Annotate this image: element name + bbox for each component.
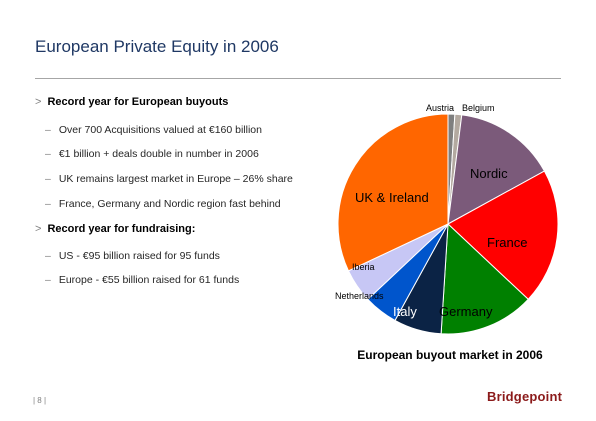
- bullet-buyouts-text: Record year for European buyouts: [47, 96, 229, 108]
- sub-bullet-text: Europe - €55 billion raised for 61 funds: [58, 274, 240, 286]
- slice-label-germany: Germany: [439, 304, 493, 319]
- bullet-marker: >: [35, 96, 42, 108]
- sub-bullet: – France, Germany and Nordic region fast …: [45, 198, 281, 210]
- sub-bullet: – Over 700 Acquisitions valued at €160 bi…: [45, 124, 262, 136]
- bridgepoint-logo: Bridgepoint: [487, 389, 563, 404]
- slice-label-iberia: Iberia: [352, 262, 375, 272]
- slice-label-austria: Austria: [426, 103, 454, 113]
- sub-bullet: – US - €95 billion raised for 95 funds: [45, 250, 220, 262]
- chart-caption: European buyout market in 2006: [357, 348, 543, 362]
- bullet-fundraising: > Record year for fundraising:: [35, 223, 195, 235]
- bullet-buyouts: > Record year for European buyouts: [35, 96, 228, 108]
- slice-label-nordic: Nordic: [470, 166, 508, 181]
- dash-marker: –: [45, 198, 51, 210]
- pie-slice-germany: [440, 222, 529, 335]
- pie-slice-nordic: [447, 114, 546, 225]
- sub-bullet-text: €1 billion + deals double in number in 2…: [58, 148, 259, 160]
- slice-label-belgium: Belgium: [462, 103, 495, 113]
- pie-slice-uk-ireland: [337, 113, 449, 272]
- sub-bullet: – UK remains largest market in Europe – 2…: [45, 173, 293, 185]
- sub-bullet: – €1 billion + deals double in number in …: [45, 148, 259, 160]
- bullet-marker: >: [35, 223, 42, 235]
- sub-bullet-text: UK remains largest market in Europe – 26…: [58, 173, 293, 185]
- bullet-fundraising-text: Record year for fundraising:: [47, 223, 196, 235]
- slice-label-netherlands: Netherlands: [335, 291, 384, 301]
- dash-marker: –: [45, 250, 51, 262]
- sub-bullet-text: US - €95 billion raised for 95 funds: [58, 250, 220, 262]
- slice-label-france: France: [487, 235, 527, 250]
- slice-label-uk-ireland: UK & Ireland: [355, 190, 429, 205]
- dash-marker: –: [45, 124, 51, 136]
- title-divider: [35, 78, 561, 79]
- dash-marker: –: [45, 274, 51, 286]
- slide-title: European Private Equity in 2006: [35, 37, 279, 56]
- pie-slice-france: [447, 170, 559, 301]
- sub-bullet-text: Over 700 Acquisitions valued at €160 bil…: [58, 124, 262, 136]
- dash-marker: –: [45, 148, 51, 160]
- page-number: | 8 |: [33, 396, 47, 405]
- sub-bullet: – Europe - €55 billion raised for 61 fund…: [45, 274, 239, 286]
- slice-label-italy: Italy: [393, 304, 417, 319]
- dash-marker: –: [45, 173, 51, 185]
- sub-bullet-text: France, Germany and Nordic region fast b…: [58, 198, 281, 210]
